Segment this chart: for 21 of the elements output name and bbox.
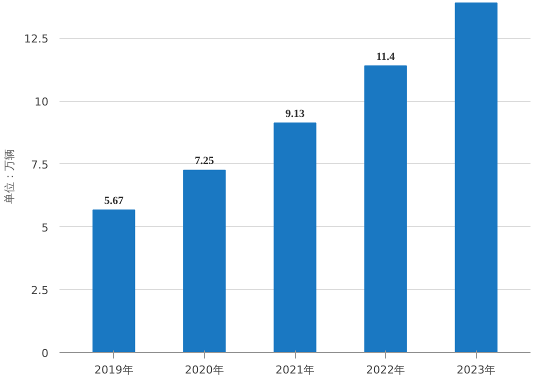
x-tick-label: 2021年 [276, 364, 315, 376]
x-tick-label: 2020年 [184, 364, 224, 376]
bar [454, 2, 498, 352]
y-tick-label: 0 [42, 347, 48, 360]
y-tick-label: 5 [42, 221, 48, 234]
data-label: 7.25 [194, 155, 215, 168]
bar [364, 65, 407, 352]
data-label: 11.4 [376, 50, 396, 63]
x-tick-label: 2019年 [94, 364, 134, 376]
y-tick-label: 12.5 [24, 32, 49, 46]
y-tick-label: 2.5 [31, 284, 49, 298]
y-tick-label: 7.5 [31, 158, 49, 172]
data-label: 9.13 [285, 108, 306, 120]
bar [183, 170, 226, 352]
data-label: 5.67 [104, 194, 124, 207]
bar [92, 209, 136, 352]
y-tick-label: 10 [34, 96, 49, 109]
x-tick-label: 2022年 [366, 364, 406, 376]
bar [274, 122, 316, 352]
y-axis-title: 单位：万辆 [3, 149, 16, 204]
x-tick-label: 2023年 [456, 364, 496, 376]
